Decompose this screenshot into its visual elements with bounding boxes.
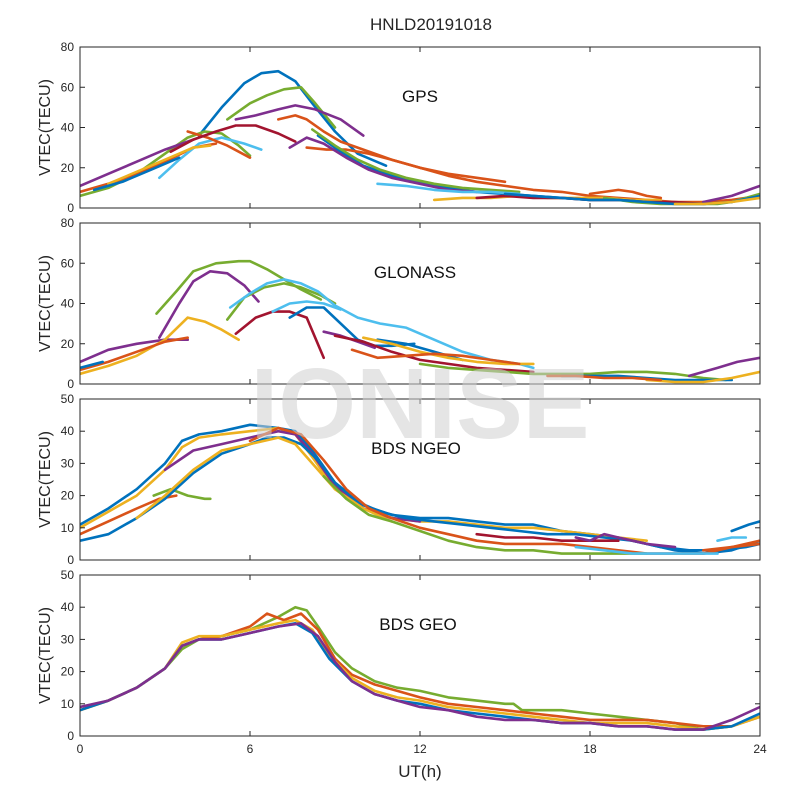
series-line-15: [333, 334, 535, 374]
series-line-10: [169, 124, 297, 153]
series-line-2: [158, 269, 260, 340]
series-line-16: [310, 128, 521, 194]
series-group: [80, 423, 760, 555]
series-line-19: [687, 356, 760, 378]
series-line-21: [546, 374, 663, 382]
series-line-6: [80, 360, 104, 370]
series-line-20: [588, 188, 663, 200]
y-tick-label: 50: [61, 392, 75, 406]
y-tick-label: 30: [61, 632, 75, 646]
y-tick-label: 50: [61, 568, 75, 582]
series-line-11: [574, 532, 677, 549]
series-line-5: [80, 621, 760, 731]
series-line-9: [322, 474, 649, 555]
series-line-8: [228, 278, 535, 370]
series-line-14: [716, 536, 748, 543]
y-tick-label: 0: [67, 201, 74, 215]
series-line-2: [226, 86, 337, 129]
y-axis-label: VTEC(TECU): [37, 431, 54, 528]
series-line-11: [288, 306, 416, 348]
panel-label: BDS GEO: [379, 615, 456, 634]
y-axis-label: VTEC(TECU): [37, 607, 54, 704]
series-line-24: [673, 196, 760, 206]
plot-area: [80, 223, 760, 384]
series-line-12: [92, 156, 181, 192]
series-line-15: [701, 542, 760, 552]
series-line-3: [80, 618, 760, 731]
y-tick-label: 30: [61, 456, 75, 470]
panel-label: BDS NGEO: [371, 439, 461, 458]
series-line-13: [730, 520, 760, 533]
y-tick-label: 20: [61, 161, 75, 175]
series-line-22: [701, 184, 760, 204]
series-line-15: [288, 136, 479, 194]
series-line-9: [186, 130, 252, 159]
y-tick-label: 20: [61, 489, 75, 503]
y-tick-label: 60: [61, 80, 75, 94]
series-line-3: [234, 104, 365, 137]
series-line-4: [80, 316, 240, 376]
x-tick-label: 24: [753, 742, 767, 756]
y-tick-label: 80: [61, 40, 75, 54]
figure-title: HNLD20191018: [370, 15, 492, 34]
x-tick-label: 6: [247, 742, 254, 756]
panel-4: 0 10 20 30 40 50 0 6 12 18 24 VTEC(TECU) BDS GEO: [37, 568, 767, 756]
y-tick-label: 80: [61, 216, 75, 230]
y-axis-label: VTEC(TECU): [37, 255, 54, 352]
series-line-8: [158, 136, 263, 180]
y-axis-label: VTEC(TECU): [37, 79, 54, 176]
panel-label: GPS: [402, 87, 438, 106]
y-tick-label: 20: [61, 665, 75, 679]
y-tick-label: 10: [61, 697, 75, 711]
series-line-7: [80, 138, 195, 188]
series-line-10: [475, 532, 620, 543]
series-group: [80, 69, 760, 206]
series-line-17: [418, 362, 728, 382]
series-line-10: [271, 300, 343, 313]
series-line-5: [80, 336, 189, 372]
x-tick-label: 18: [583, 742, 597, 756]
y-tick-label: 0: [67, 553, 74, 567]
plot-area: [80, 399, 760, 560]
y-tick-label: 40: [61, 424, 75, 438]
series-line-5: [152, 487, 212, 501]
series-line-14: [361, 336, 535, 366]
x-tick-label: 0: [77, 742, 84, 756]
y-tick-label: 40: [61, 121, 75, 135]
panel-3: 0 10 20 30 40 50 VTEC(TECU) BDS NGEO: [37, 392, 761, 567]
y-tick-label: 0: [67, 729, 74, 743]
series-group: [80, 259, 760, 384]
y-tick-label: 20: [61, 337, 75, 351]
y-tick-label: 40: [61, 600, 75, 614]
panel-2: 0 20 40 60 80 VTEC(TECU) GLONASS: [37, 216, 761, 391]
y-tick-label: 60: [61, 256, 75, 270]
series-line-9: [234, 310, 326, 360]
series-line-11: [107, 144, 212, 186]
x-axis-label: UT(h): [398, 762, 441, 781]
series-line-20: [645, 370, 760, 384]
x-tick-label: 12: [413, 742, 427, 756]
series-line-12: [574, 545, 719, 555]
panel-label: GLONASS: [374, 263, 456, 282]
plot-area: [80, 575, 760, 736]
panel-1: 0 20 40 60 80 VTEC(TECU) GPS: [37, 40, 761, 215]
y-tick-label: 10: [61, 521, 75, 535]
series-group: [80, 605, 760, 731]
watermark: IONISE: [251, 348, 590, 460]
y-tick-label: 0: [67, 377, 74, 391]
series-line-16: [350, 348, 521, 366]
series-line-17: [376, 182, 521, 196]
y-tick-label: 40: [61, 297, 75, 311]
